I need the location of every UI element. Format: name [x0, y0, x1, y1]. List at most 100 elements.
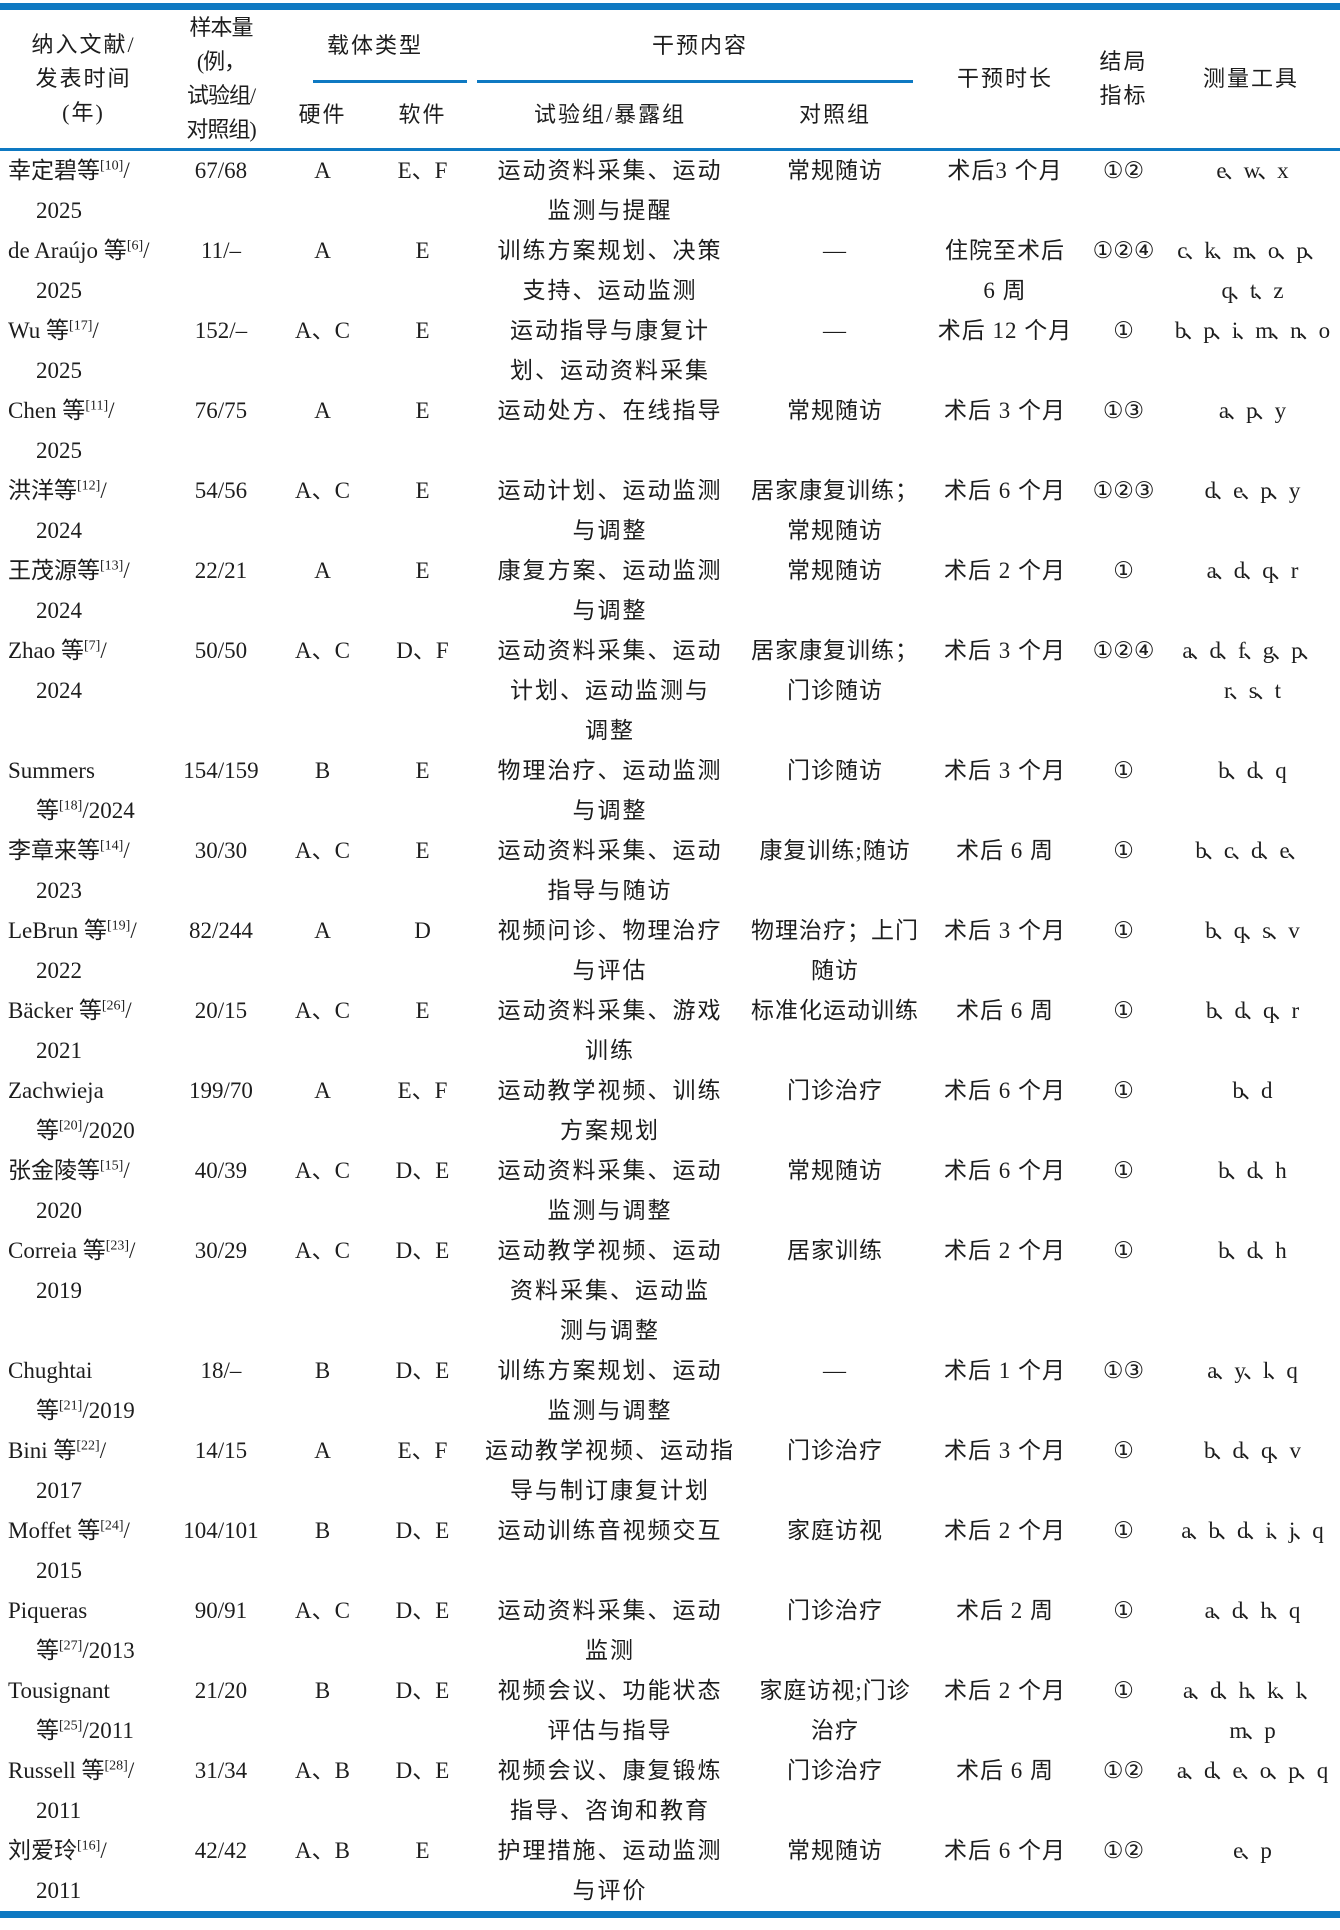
outcome-indicators-cell: ①②: [1102, 1758, 1145, 1783]
sample-size-cell: 30/30: [194, 838, 248, 863]
sample-size-cell: 21/20: [194, 1678, 248, 1703]
study-year-line: 2025: [36, 198, 82, 223]
hardware-type-cell: A、C: [295, 838, 350, 863]
control-group-cell: 常规随访: [787, 398, 884, 423]
experimental-intervention-cell: 运动资料采集、游戏 训练: [497, 998, 723, 1063]
table-body: 幸定碧等[10]/2025 67/68 A E、F 运动资料采集、运动 监测与提醒 常规随…: [0, 148, 1340, 1912]
intervention-duration-cell: 术后 6 周: [956, 838, 1055, 863]
measure-tools-cell: b、d、h: [1218, 1238, 1287, 1263]
sample-size-cell: 22/21: [194, 558, 248, 583]
hardware-type-cell: A、C: [295, 998, 350, 1023]
sample-size-cell: 152/–: [194, 318, 248, 343]
sample-size-cell: 154/159: [183, 758, 259, 783]
experimental-intervention-cell: 运动资料采集、运动 指导与随访: [497, 838, 723, 903]
outcome-indicators-cell: ①: [1113, 1598, 1134, 1623]
study-author-line: 洪洋等[12]/: [8, 478, 107, 503]
software-type-cell: E: [415, 398, 430, 423]
reference-superscript: [15]: [100, 1158, 124, 1174]
intervention-duration-cell: 住院至术后 6 周: [945, 238, 1066, 303]
control-group-cell: 居家康复训练； 门诊随访: [751, 638, 920, 703]
study-year-line: 等[18]/2024: [36, 798, 135, 823]
hardware-type-cell: A: [314, 558, 331, 583]
software-type-cell: D: [414, 918, 431, 943]
experimental-intervention-cell: 运动资料采集、运动 监测与提醒: [475, 148, 746, 231]
hardware-type-cell: B: [314, 1678, 331, 1703]
measure-tools-cell: b、d、q、v: [1204, 1438, 1301, 1463]
study-cell: 洪洋等[12]/ 2024: [0, 471, 167, 551]
experimental-intervention-cell: 运动训练音视频交互: [497, 1518, 723, 1543]
measure-tools-cell: a、d、h、q: [1204, 1598, 1301, 1623]
control-group-cell: 门诊治疗: [787, 1078, 884, 1103]
experimental-intervention-cell: 运动教学视频、运动指 导与制订康复计划: [485, 1438, 736, 1503]
study-author-line: Zachwieja: [8, 1078, 104, 1103]
study-cell: Russell 等[28]/ 2011: [0, 1751, 167, 1831]
outcome-indicators-cell: ①③: [1102, 1358, 1145, 1383]
software-type-cell: E: [415, 1838, 430, 1863]
intervention-duration-cell: 术后 3 个月: [944, 1438, 1067, 1463]
header-experimental-group: 试验组/暴露组: [533, 102, 687, 128]
table-row: Summers 等[18]/2024 154/159 B E 物理治疗、运动监测 与调整 门…: [0, 751, 1340, 831]
experimental-intervention-cell: 视频会议、功能状态 评估与指导: [497, 1678, 723, 1743]
intervention-duration-cell: 术后 2 个月: [944, 1238, 1067, 1263]
software-type-cell: E: [415, 758, 430, 783]
study-cell: Wu 等[17]/ 2025: [0, 311, 167, 391]
table-row: 刘爱玲[16]/ 2011 42/42 A、B E 护理措施、运动监测 与评价 常规随访 术后…: [0, 1831, 1340, 1911]
study-author-line: Moffet 等[24]/: [8, 1518, 130, 1543]
software-type-cell: D、F: [396, 638, 449, 663]
hardware-type-cell: A、C: [295, 478, 350, 503]
study-cell: Zachwieja 等[20]/2020: [0, 1071, 167, 1151]
intervention-duration-cell: 术后 2 个月: [944, 558, 1067, 583]
study-author-line: Chen 等[11]/: [8, 398, 115, 423]
reference-superscript: [28]: [104, 1758, 128, 1774]
software-type-cell: D、E: [395, 1358, 450, 1383]
study-author-line: Bini 等[22]/: [8, 1438, 107, 1463]
header-measure-tools: 测量工具: [1203, 66, 1300, 91]
header-study: 纳入文献/ 发表时间 (年): [31, 32, 136, 125]
included-studies-table-page: 纳入文献/ 发表时间 (年) 样本量(例， 试验组/ 对照组) 载体类型 干预内…: [0, 3, 1340, 1918]
study-cell: Chughtai 等[21]/2019: [0, 1351, 167, 1431]
study-year-line: 2022: [36, 958, 82, 983]
sample-size-cell: 50/50: [194, 638, 248, 663]
study-cell: Bäcker 等[26]/ 2021: [0, 991, 167, 1071]
software-type-cell: D、E: [395, 1678, 450, 1703]
measure-tools-cell: b、d、q、r: [1205, 998, 1299, 1023]
study-cell: Chen 等[11]/ 2025: [0, 391, 167, 471]
control-group-cell: 居家康复训练； 常规随访: [751, 478, 920, 543]
intervention-duration-cell: 术后 3 个月: [944, 638, 1067, 663]
hardware-type-cell: B: [314, 758, 331, 783]
reference-superscript: [7]: [84, 638, 101, 654]
measure-tools-cell: b、d、h: [1218, 1158, 1287, 1183]
study-year-line: 等[25]/2011: [36, 1718, 134, 1743]
experimental-intervention-cell: 运动计划、运动监测 与调整: [497, 478, 723, 543]
hardware-type-cell: A、C: [295, 1158, 350, 1183]
study-cell: 王茂源等[13]/ 2024: [0, 551, 167, 631]
reference-superscript: [22]: [76, 1438, 100, 1454]
hardware-type-cell: A、C: [295, 638, 350, 663]
control-group-cell: 家庭访视: [787, 1518, 884, 1543]
experimental-intervention-cell: 运动资料采集、运动 计划、运动监测与 调整: [497, 638, 723, 743]
experimental-intervention-cell: 训练方案规划、运动 监测与调整: [497, 1358, 723, 1423]
outcome-indicators-cell: ①: [1113, 1238, 1134, 1263]
control-group-cell: 康复训练;随访: [759, 838, 911, 863]
measure-tools-cell: a、d、q、r: [1206, 558, 1299, 583]
intervention-duration-cell: 术后 12 个月: [937, 318, 1073, 343]
study-year-line: 2025: [36, 278, 82, 303]
study-author-line: Chughtai: [8, 1358, 93, 1383]
measure-tools-cell: a、d、f、g、p、 r、s、t: [1182, 638, 1322, 703]
control-group-cell: —: [823, 238, 848, 263]
reference-superscript: [13]: [100, 558, 124, 574]
software-type-cell: E: [415, 838, 430, 863]
study-cell: Piqueras 等[27]/2013: [0, 1591, 167, 1671]
control-group-cell: 门诊治疗: [787, 1758, 884, 1783]
outcome-indicators-cell: ①②: [1102, 1838, 1145, 1863]
study-cell: Correia 等[23]/ 2019: [0, 1231, 167, 1351]
control-group-cell: 常规随访: [787, 1158, 884, 1183]
hardware-type-cell: A: [314, 918, 331, 943]
control-group-cell: 居家训练: [787, 1238, 884, 1263]
experimental-intervention-cell: 康复方案、运动监测 与调整: [497, 558, 723, 623]
hardware-type-cell: A、C: [295, 318, 350, 343]
table-row: Tousignant 等[25]/2011 21/20 B D、E 视频会议、功能状态 评…: [0, 1671, 1340, 1751]
table-header: 纳入文献/ 发表时间 (年) 样本量(例， 试验组/ 对照组) 载体类型 干预内…: [0, 10, 1340, 150]
reference-superscript: [11]: [85, 398, 109, 414]
control-group-cell: 标准化运动训练: [751, 998, 920, 1023]
